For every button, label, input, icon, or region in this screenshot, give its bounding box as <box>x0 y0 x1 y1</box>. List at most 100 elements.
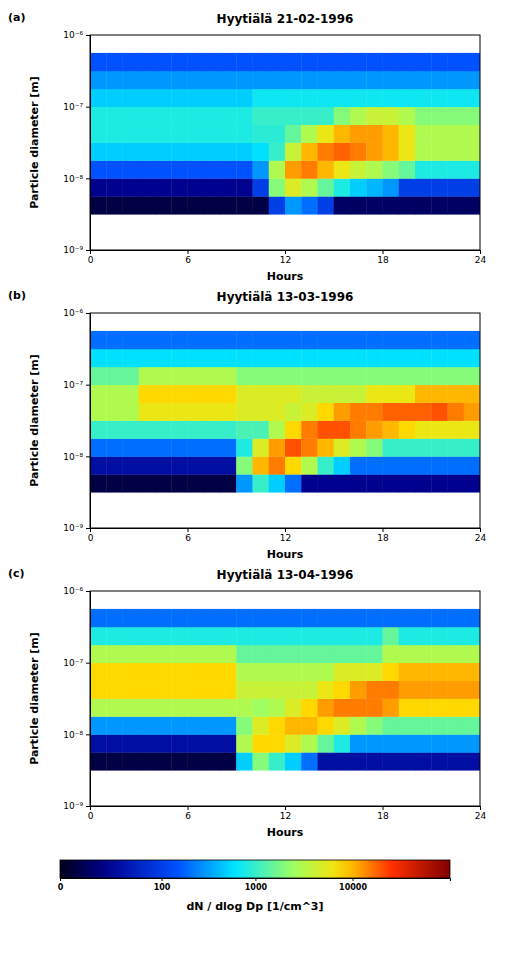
cell <box>285 349 302 367</box>
cell <box>139 627 156 645</box>
y-tick-mark <box>86 107 90 108</box>
x-tick-mark <box>285 528 286 532</box>
cell <box>123 627 140 645</box>
cell <box>415 142 432 160</box>
y-tick-label: 10⁻⁹ <box>63 245 83 255</box>
cell <box>204 752 221 770</box>
cell <box>90 142 107 160</box>
cell <box>269 752 286 770</box>
cell <box>464 663 480 681</box>
cell <box>90 698 107 716</box>
cell <box>204 53 221 71</box>
cell <box>318 663 335 681</box>
cell <box>220 71 237 89</box>
cell <box>188 663 205 681</box>
cell <box>285 609 302 627</box>
cell <box>253 142 270 160</box>
cell <box>269 663 286 681</box>
cell <box>90 681 107 699</box>
cell <box>366 609 383 627</box>
cell <box>431 89 448 107</box>
colorbar-tick-label: 1000 <box>245 883 268 892</box>
cell <box>220 456 237 474</box>
cell <box>204 107 221 125</box>
cell <box>155 367 172 385</box>
cell <box>415 71 432 89</box>
cell <box>106 645 123 663</box>
cell <box>366 698 383 716</box>
y-tick-mark <box>86 385 90 386</box>
cell <box>236 367 253 385</box>
cell <box>171 89 188 107</box>
cell <box>90 663 107 681</box>
cell <box>399 734 416 752</box>
cell <box>106 125 123 143</box>
cell <box>448 89 465 107</box>
cell <box>220 609 237 627</box>
cell <box>236 385 253 403</box>
cell <box>366 385 383 403</box>
x-tick-label: 0 <box>88 811 94 821</box>
cell <box>350 645 367 663</box>
panel: (b)Hyytiälä 13-03-19960612182410⁻⁹10⁻⁸10… <box>8 289 486 561</box>
cell <box>318 178 335 196</box>
panel: (a)Hyytiälä 21-02-19960612182410⁻⁹10⁻⁸10… <box>8 11 486 283</box>
cell <box>155 385 172 403</box>
cell <box>236 734 253 752</box>
cell <box>106 178 123 196</box>
cell <box>220 474 237 492</box>
cell <box>334 403 351 421</box>
cell <box>366 627 383 645</box>
cell <box>204 456 221 474</box>
cell <box>448 196 465 214</box>
cell <box>220 627 237 645</box>
x-tick: 12 <box>280 528 291 543</box>
y-axis-line <box>86 314 91 529</box>
cell <box>350 663 367 681</box>
cell <box>106 142 123 160</box>
cell <box>399 438 416 456</box>
cell <box>448 125 465 143</box>
cell <box>366 420 383 438</box>
x-tick-mark <box>188 528 189 532</box>
cell <box>123 645 140 663</box>
cell <box>318 71 335 89</box>
cell <box>139 142 156 160</box>
cell <box>301 627 318 645</box>
cell <box>448 367 465 385</box>
cell <box>464 438 480 456</box>
cell <box>236 456 253 474</box>
cell <box>301 438 318 456</box>
cell <box>123 716 140 734</box>
cell <box>301 716 318 734</box>
cell <box>155 716 172 734</box>
cell <box>236 349 253 367</box>
cell <box>334 349 351 367</box>
y-tick: 10⁻⁹ <box>63 245 90 255</box>
cell <box>383 331 400 349</box>
x-tick: 12 <box>280 250 291 265</box>
cell <box>220 420 237 438</box>
cell <box>236 142 253 160</box>
cell <box>431 438 448 456</box>
cell <box>366 663 383 681</box>
cell <box>285 160 302 178</box>
cell <box>399 385 416 403</box>
cell <box>139 125 156 143</box>
cell <box>301 403 318 421</box>
cell <box>431 142 448 160</box>
cell <box>301 420 318 438</box>
cell <box>431 160 448 178</box>
cell <box>123 420 140 438</box>
cell <box>90 125 107 143</box>
cell <box>350 331 367 349</box>
cell <box>350 474 367 492</box>
x-tick-label: 24 <box>475 533 487 543</box>
panel: (c)Hyytiälä 13-04-19960612182410⁻⁹10⁻⁸10… <box>8 567 486 839</box>
cell <box>204 438 221 456</box>
cell <box>464 196 480 214</box>
cell <box>106 420 123 438</box>
cell <box>464 627 480 645</box>
cell <box>188 609 205 627</box>
panel-label: (c) <box>8 567 25 580</box>
